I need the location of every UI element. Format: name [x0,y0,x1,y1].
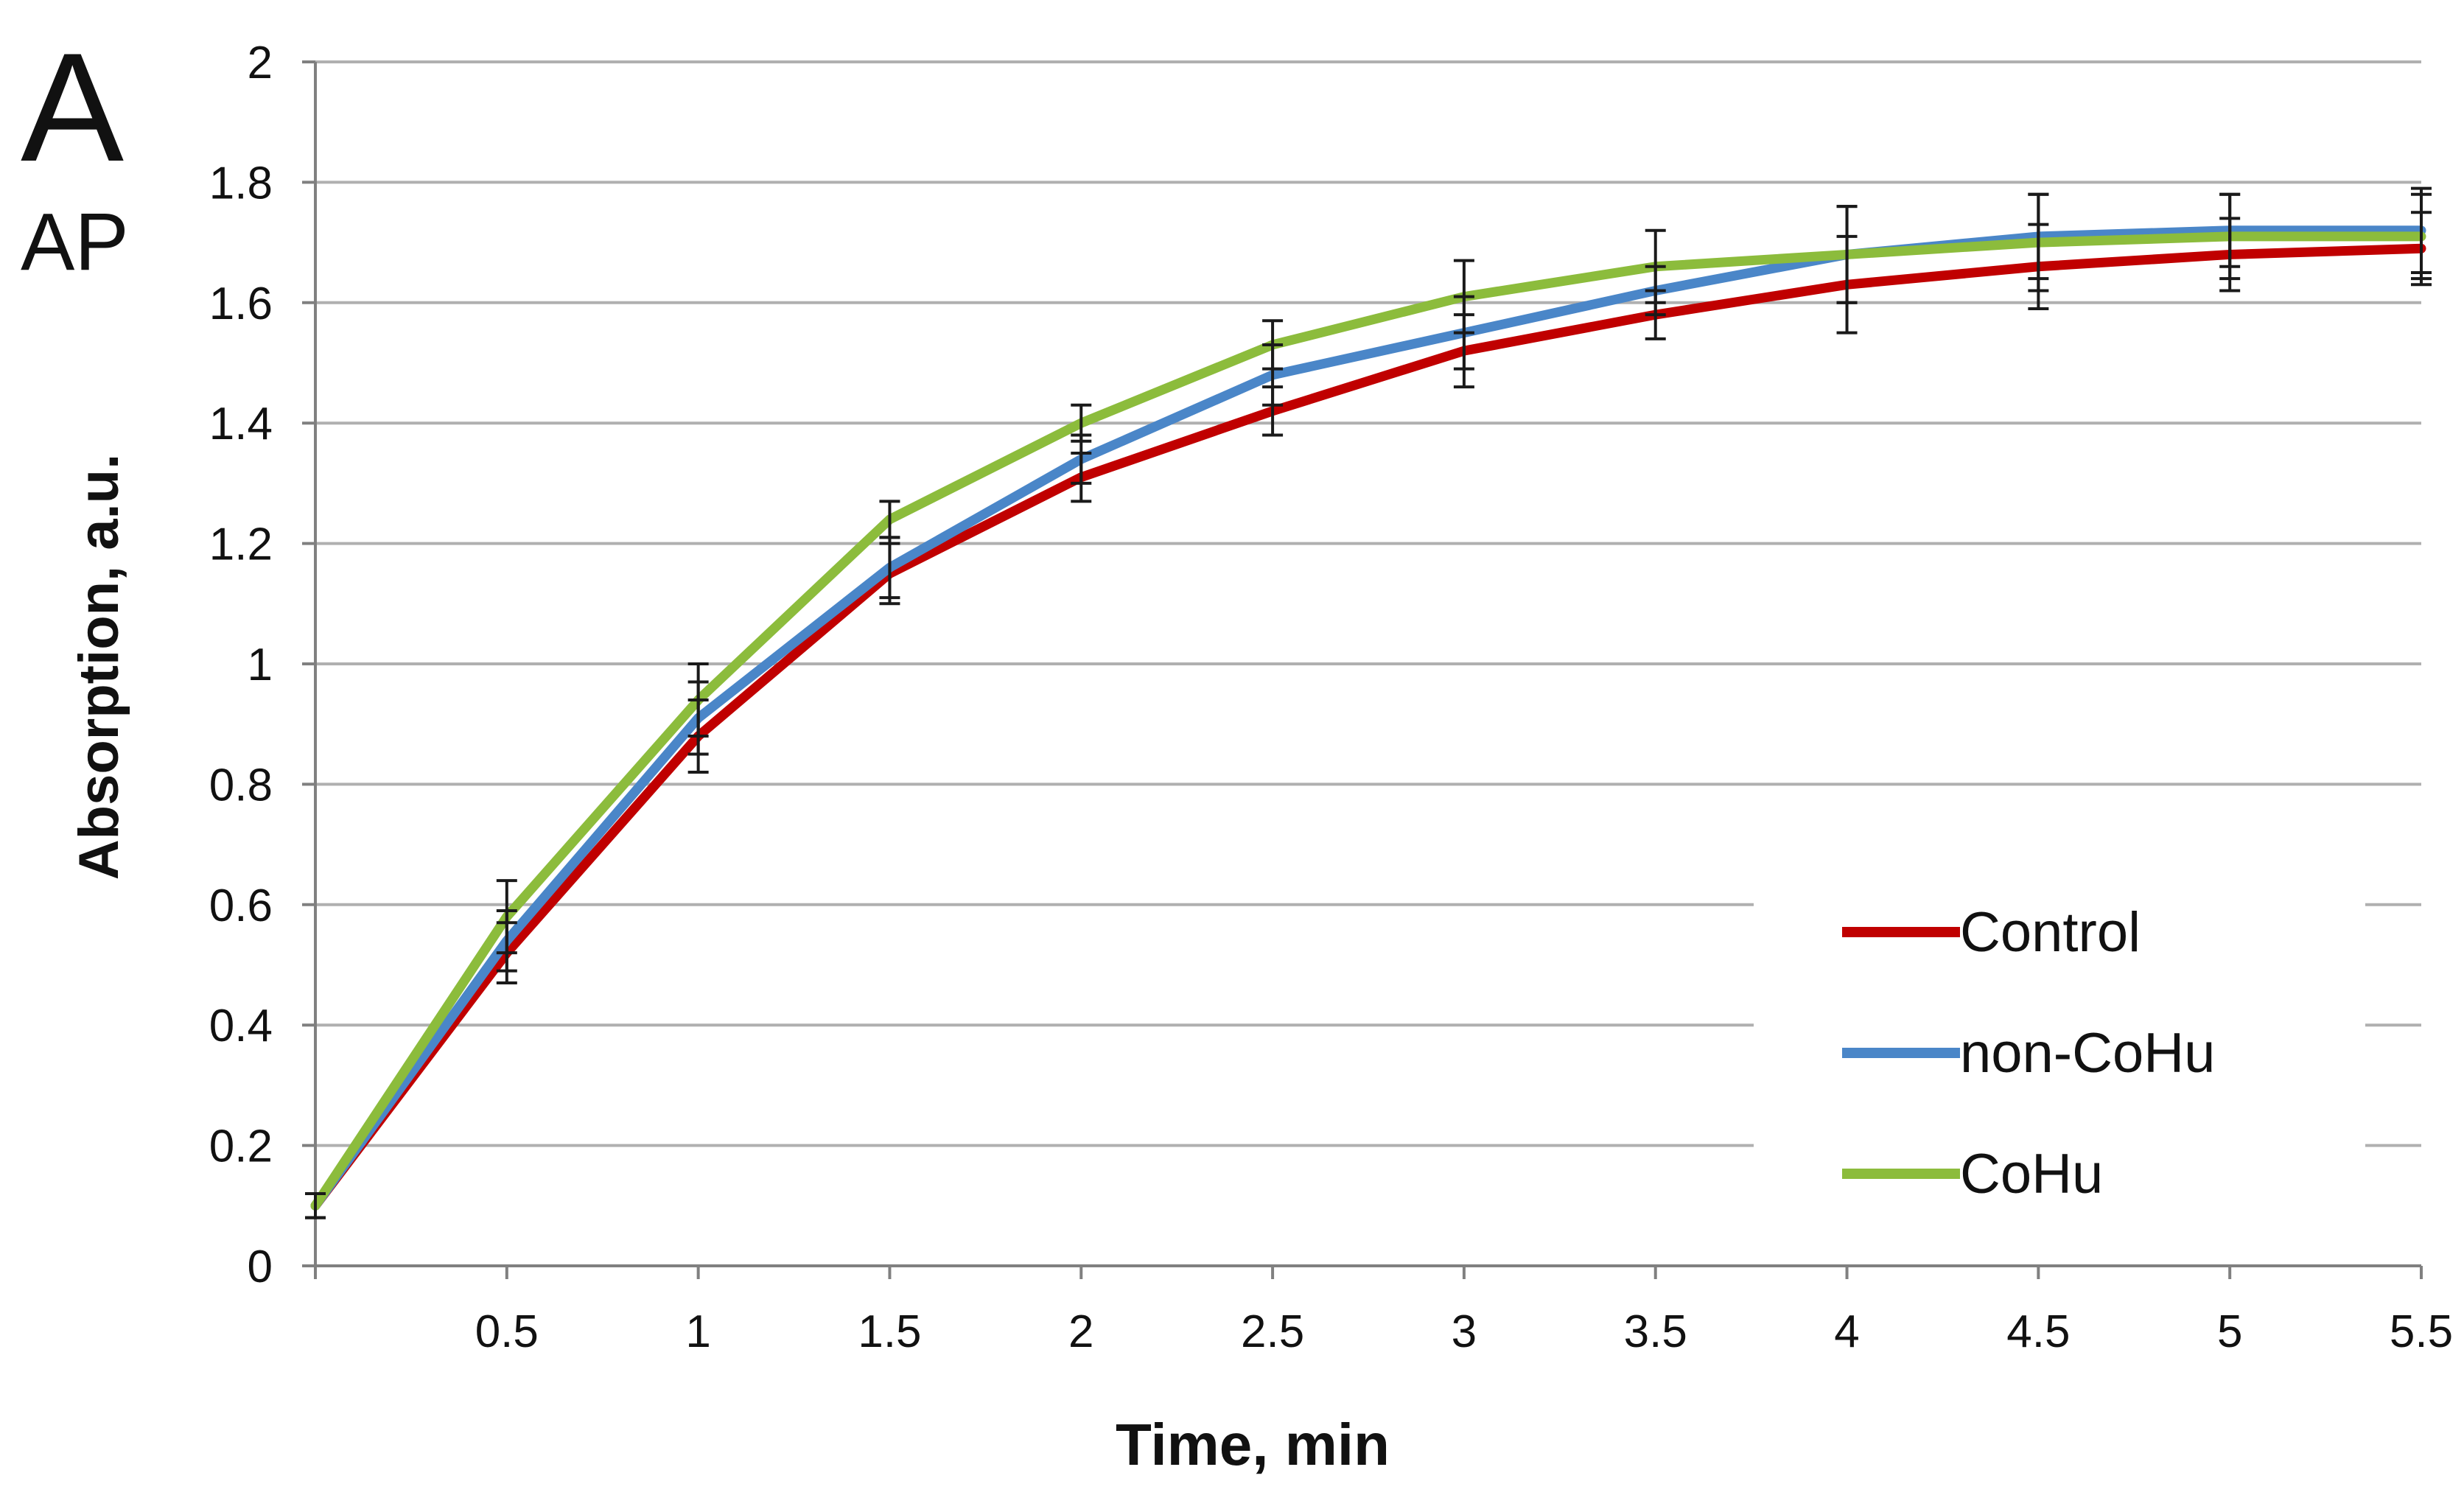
y-tick-label: 2 [248,38,273,88]
tick-label-layer: 0 0.2 0.4 0.6 0.8 1 1.2 1.4 1.6 1.8 2 0.5 1 1.5 2 2.5 3 3… [209,38,2453,1357]
y-axis-title: Absorption, a.u. [68,454,130,880]
legend-label: non-CoHu [1960,1022,2215,1085]
error-bar [496,879,517,955]
y-tick-label: 0.6 [209,880,273,931]
legend: Control non-CoHu CoHu [1842,901,2215,1205]
x-tick-label: 4.5 [2006,1306,2070,1357]
x-axis-title: Time, min [1116,1412,1390,1477]
y-tick-label: 0 [248,1242,273,1292]
series-line-control [310,243,2426,1211]
legend-item: Control [1842,901,2141,964]
error-bar [1453,259,1474,335]
x-tick-label: 0.5 [475,1306,539,1357]
error-bar [1071,403,1092,443]
y-tick-label: 1.4 [209,399,273,449]
grid-layer [315,60,2421,1147]
y-tick-label: 1 [248,640,273,690]
legend-item: non-CoHu [1842,1022,2215,1085]
y-tick-label: 0.8 [209,760,273,810]
series-line-cohu [310,231,2426,1211]
y-tick-label: 1.6 [209,279,273,329]
legend-label: CoHu [1960,1143,2103,1205]
x-tick-label: 3.5 [1624,1306,1687,1357]
x-tick-label: 2 [1068,1306,1093,1357]
y-tick-label: 0.4 [209,1001,273,1051]
legend-label: Control [1960,901,2141,964]
error-bar [687,662,709,738]
error-bar [1836,205,1858,304]
x-tick-label: 4 [1834,1306,1859,1357]
error-bar [305,1191,326,1219]
y-tick-label: 1.2 [209,519,273,570]
error-bar [879,500,900,539]
error-bar [1262,319,1284,371]
series-layer [310,225,2426,1211]
series-line-non-cohu [310,225,2426,1211]
panel-letter: A [21,21,124,194]
axis-layer [302,60,2423,1279]
error-bar [2028,192,2049,293]
error-bar [1645,228,1666,304]
legend-item: CoHu [1842,1143,2103,1205]
y-tick-label: 1.8 [209,158,273,209]
panel-sublabel: AP [21,197,129,287]
x-tick-label: 2.5 [1241,1306,1304,1357]
x-tick-label: 1.5 [858,1306,921,1357]
error-bar [2219,192,2241,281]
x-tick-label: 5 [2217,1306,2242,1357]
x-tick-label: 1 [685,1306,710,1357]
error-bar-layer [305,186,2432,1219]
x-tick-label: 3 [1452,1306,1477,1357]
x-tick-label: 5.5 [2390,1306,2453,1357]
error-bar [2411,192,2432,281]
y-tick-label: 0.2 [209,1121,273,1172]
